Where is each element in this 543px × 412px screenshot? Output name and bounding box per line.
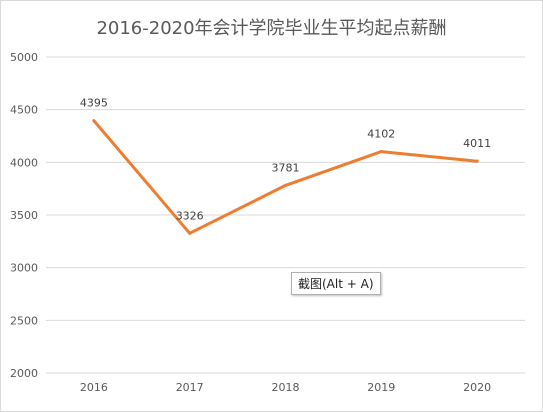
series-group: [92, 119, 479, 235]
x-tick-label: 2016: [80, 381, 108, 394]
data-point: [475, 159, 479, 163]
x-tick-label: 2020: [463, 381, 491, 394]
data-label: 4395: [80, 97, 108, 110]
data-labels: 4395 3326 3781 4102 4011: [80, 97, 491, 223]
screenshot-tooltip: 截图(Alt + A): [291, 272, 381, 295]
x-axis-ticks: 2016 2017 2018 2019 2020: [80, 381, 491, 394]
chart-title: 2016-2020年会计学院毕业生平均起点薪酬: [96, 18, 447, 39]
data-label: 4011: [463, 137, 491, 150]
gridlines: [46, 56, 525, 374]
y-tick-label: 5000: [10, 51, 38, 64]
data-point: [379, 150, 383, 154]
y-tick-label: 4000: [10, 156, 38, 169]
series-line-0: [92, 119, 479, 235]
x-tick-label: 2017: [176, 381, 204, 394]
y-axis-ticks: 2000 2500 3000 3500 4000 4500 5000: [10, 51, 38, 380]
data-label: 4102: [367, 128, 395, 141]
data-point: [284, 183, 287, 187]
data-point: [188, 231, 192, 235]
y-tick-label: 3500: [10, 209, 38, 222]
y-tick-label: 3000: [10, 262, 38, 275]
x-tick-label: 2018: [272, 381, 300, 394]
x-tick-label: 2019: [367, 381, 395, 394]
y-tick-label: 2500: [10, 314, 38, 327]
y-tick-label: 4500: [10, 104, 38, 117]
data-label: 3781: [272, 161, 300, 174]
y-tick-label: 2000: [10, 367, 38, 380]
data-point: [92, 119, 96, 123]
data-label: 3326: [176, 209, 204, 222]
